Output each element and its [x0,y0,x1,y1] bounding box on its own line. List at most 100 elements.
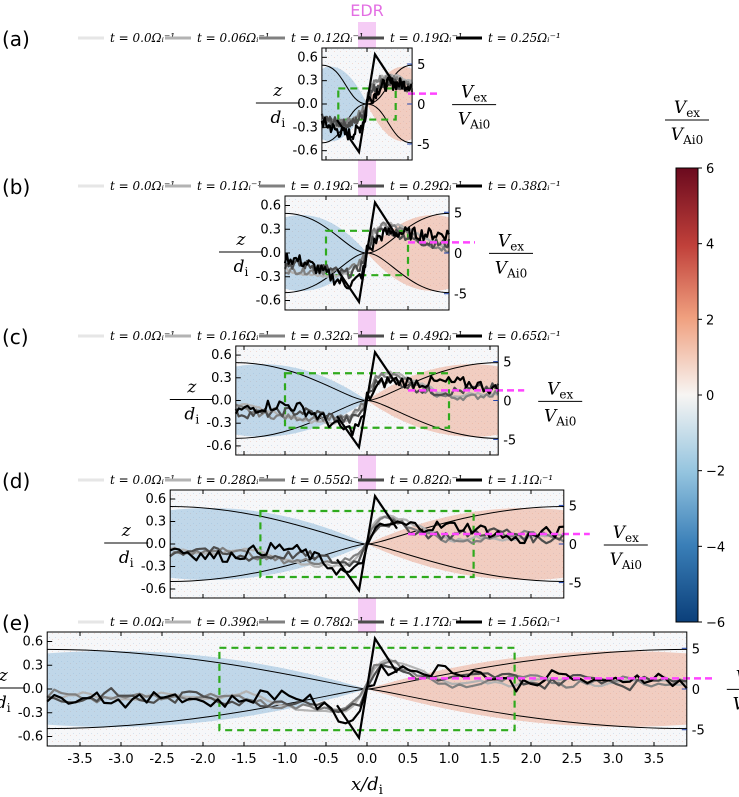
y-tick-label: -0.3 [18,706,43,721]
legend-entry-label: t = 0.82Ωᵢ⁻¹ [390,473,463,487]
right-axis-label-denominator: VAi0 [733,694,739,716]
legend-entry-label: t = 0.28Ωᵢ⁻¹ [197,473,270,487]
panel-label: (e) [2,611,30,635]
colorbar [675,167,699,623]
colorbar-tick-label: 6 [706,162,714,177]
x-tick-label: -3.0 [108,752,133,767]
right-axis-label-denominator: VAi0 [458,110,490,132]
right-tick-label: -5 [503,433,516,448]
y-tick-label: 0.3 [211,371,232,386]
right-tick-label: 5 [454,206,462,221]
y-tick-label: -0.3 [141,560,166,575]
y-axis-label-numerator: z [0,666,9,686]
colorbar-label-numerator: Vex [674,98,700,120]
analysis-box [337,87,397,121]
right-tick-label: 0 [417,98,425,113]
x-tick-label: -1.5 [231,752,256,767]
legend-entry-label: t = 1.17Ωᵢ⁻¹ [390,615,463,629]
right-tick-label: -5 [692,724,705,739]
y-tick-label: -0.6 [141,582,166,597]
analysis-box [283,372,451,429]
y-tick-label: 0.6 [146,492,167,507]
legend-entry-label: t = 0.1Ωᵢ⁻¹ [197,179,262,193]
legend-entry-label: t = 1.1Ωᵢ⁻¹ [488,473,553,487]
y-tick-label: 0.0 [146,537,167,552]
legend-entry-label: t = 0.65Ωᵢ⁻¹ [488,329,561,343]
legend-entry-label: t = 0.39Ωᵢ⁻¹ [197,615,270,629]
y-tick-label: 0.3 [146,515,167,530]
y-tick-label: -0.6 [256,294,281,309]
right-axis-label-numerator: Vex [547,379,573,401]
right-axis-label-numerator: Vex [498,231,524,253]
y-axis-label-denominator: di [0,693,11,715]
legend-entry-label: t = 0.29Ωᵢ⁻¹ [390,179,463,193]
right-tick-label: 0 [503,395,511,410]
y-axis-label-denominator: di [119,548,134,570]
colorbar-label-denominator: VAi0 [671,125,703,147]
x-tick-label: 0.0 [357,752,378,767]
legend-entry-label: t = 0.25Ωᵢ⁻¹ [488,31,561,45]
colorbar-tick-label: 2 [706,313,714,328]
x-tick-label: 1.5 [480,752,501,767]
y-axis-label-numerator: z [236,230,247,250]
y-tick-label: 0.3 [297,74,318,89]
panel-label: (a) [2,27,30,51]
panel-label: (c) [2,325,29,349]
y-tick-label: 0.3 [260,222,281,237]
legend-entry-label: t = 0.78Ωᵢ⁻¹ [291,615,364,629]
colorbar-tick-label: −2 [706,465,725,480]
y-tick-label: -0.6 [293,144,318,159]
vex-reversal-spike [336,349,398,451]
negative-vex-region [170,508,367,580]
legend-entry-label: t = 0.0Ωᵢ⁻¹ [110,473,175,487]
y-axis-label-denominator: di [271,108,286,130]
y-tick-label: -0.3 [293,120,318,135]
right-tick-label: -5 [454,288,467,303]
legend-entry-label: t = 1.56Ωᵢ⁻¹ [488,615,561,629]
y-tick-label: 0.3 [23,658,44,673]
legend-entry-label: t = 0.0Ωᵢ⁻¹ [110,179,175,193]
y-tick-label: 0.0 [211,394,232,409]
right-tick-label: 0 [454,247,462,262]
right-axis-label-denominator: VAi0 [495,258,527,280]
right-tick-label: 0 [692,683,700,698]
y-tick-label: 0.0 [297,97,318,112]
legend-entry-label: t = 0.0Ωᵢ⁻¹ [110,329,175,343]
right-tick-label: -5 [569,577,582,592]
x-tick-label: 3.5 [644,752,665,767]
y-tick-label: -0.6 [206,439,231,454]
edr-label: EDR [350,1,384,20]
analysis-box [259,509,475,579]
colorbar-tick-label: −4 [706,540,725,555]
y-tick-label: 0.0 [23,682,44,697]
legend-entry-label: t = 0.0Ωᵢ⁻¹ [110,31,175,45]
y-tick-label: 0.6 [297,50,318,65]
legend-entry-label: t = 0.55Ωᵢ⁻¹ [291,473,364,487]
right-tick-label: 5 [692,642,700,657]
legend-entry-label: t = 0.32Ωᵢ⁻¹ [291,329,364,343]
legend-entry-label: t = 0.19Ωᵢ⁻¹ [390,31,463,45]
right-axis-label-denominator: VAi0 [610,550,642,572]
right-axis-label-numerator: Vex [461,83,487,105]
legend-entry-label: t = 0.19Ωᵢ⁻¹ [291,179,364,193]
vex-reversal-spike [336,51,398,155]
x-tick-label: -2.5 [149,752,174,767]
y-tick-label: 0.0 [260,246,281,261]
x-tick-label: 1.0 [439,752,460,767]
right-axis-label-numerator: Vex [613,523,639,545]
negative-vex-region [47,651,367,727]
vex-reversal-spike [336,493,398,594]
right-tick-label: -5 [417,138,430,153]
right-tick-label: 5 [503,356,511,371]
y-tick-label: -0.3 [256,270,281,285]
vex-reversal-spike [336,635,398,741]
right-tick-label: 0 [569,538,577,553]
right-axis-label-numerator: Vex [736,667,739,689]
legend-entry-label: t = 0.0Ωᵢ⁻¹ [110,615,175,629]
y-axis-label-numerator: z [121,521,132,541]
x-tick-label: 0.5 [398,752,419,767]
x-tick-label: -1.0 [272,752,297,767]
x-tick-label: -3.5 [67,752,92,767]
x-axis-label: x/di [351,774,383,797]
vex-series-line [234,375,500,437]
